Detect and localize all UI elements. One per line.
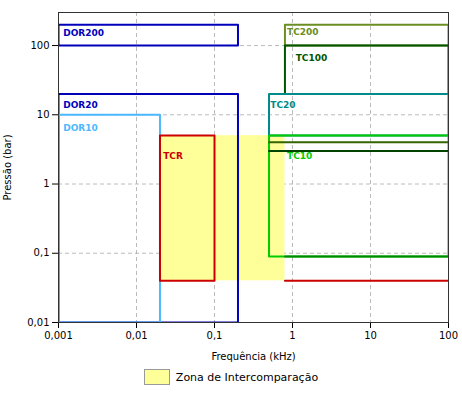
svg-text:10: 10 — [364, 330, 377, 341]
svg-text:0,01: 0,01 — [125, 330, 147, 341]
svg-text:DOR20: DOR20 — [63, 100, 98, 110]
svg-text:DOR200: DOR200 — [63, 28, 104, 38]
svg-text:100: 100 — [30, 40, 49, 51]
svg-text:1: 1 — [289, 330, 295, 341]
svg-text:1: 1 — [43, 178, 49, 189]
svg-text:Frequência (kHz): Frequência (kHz) — [211, 351, 295, 362]
html-text:Zona de Intercomparação: Zona de Intercomparação — [175, 370, 319, 384]
svg-text:TC20: TC20 — [270, 100, 295, 110]
svg-text:TCR: TCR — [163, 151, 183, 161]
svg-text:0,1: 0,1 — [207, 330, 223, 341]
svg-text:TC200: TC200 — [287, 27, 319, 37]
svg-text:TC10: TC10 — [287, 151, 312, 161]
svg-text:10: 10 — [37, 109, 50, 120]
svg-text:DOR10: DOR10 — [63, 123, 98, 133]
svg-text:0,001: 0,001 — [44, 330, 73, 341]
svg-text:0,01: 0,01 — [27, 317, 49, 328]
svg-text:0,1: 0,1 — [34, 247, 50, 258]
svg-text:TC100: TC100 — [296, 53, 328, 63]
svg-text:100: 100 — [439, 330, 458, 341]
svg-text:Pressão (bar): Pressão (bar) — [2, 134, 13, 200]
